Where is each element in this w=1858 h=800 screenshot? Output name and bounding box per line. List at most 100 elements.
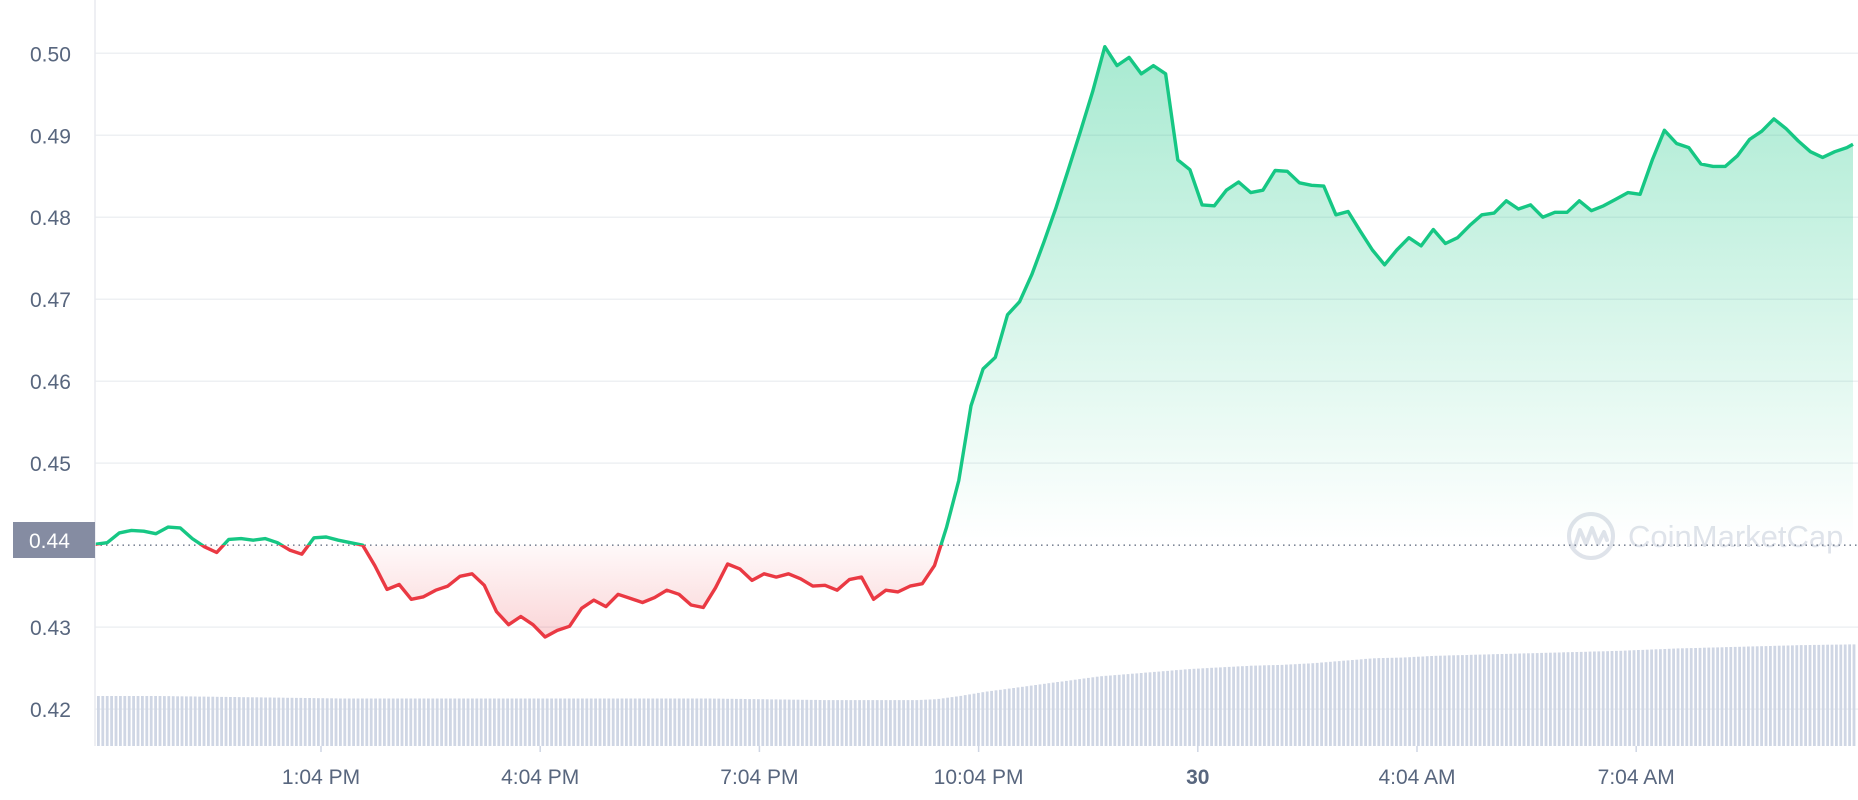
- volume-bar: [1817, 644, 1821, 746]
- volume-bar: [726, 698, 729, 746]
- volume-bar: [466, 698, 470, 746]
- volume-bar: [1659, 649, 1662, 746]
- volume-bar: [1786, 645, 1790, 746]
- volume-bar: [1223, 667, 1227, 746]
- volume-bar: [1689, 648, 1693, 746]
- volume-bar: [1364, 658, 1367, 746]
- volume-bar: [849, 700, 853, 746]
- volume-bar: [1368, 658, 1372, 746]
- volume-bar: [1285, 664, 1288, 746]
- volume-bar: [1342, 660, 1345, 746]
- volume-bar: [752, 699, 756, 746]
- volume-bar: [1694, 648, 1697, 746]
- volume-bar: [1791, 645, 1794, 746]
- volume-bar: [1007, 688, 1011, 746]
- volume-bar: [1069, 680, 1073, 746]
- volume-bar: [1144, 672, 1147, 746]
- volume-bar: [1232, 666, 1235, 746]
- volume-bar: [739, 698, 743, 746]
- volume-bar: [1456, 655, 1460, 746]
- volume-bar: [1082, 678, 1086, 746]
- volume-bar: [1197, 668, 1200, 746]
- volume-bar: [642, 698, 646, 746]
- volume-bar: [462, 698, 465, 746]
- volume-bar: [1395, 657, 1398, 746]
- volume-bar: [1056, 682, 1059, 746]
- volume-bar: [506, 698, 509, 746]
- volume-bar: [1619, 650, 1623, 746]
- volume-bar: [1491, 654, 1495, 746]
- volume-bar: [1117, 674, 1121, 746]
- volume-bar: [611, 698, 615, 746]
- volume-bar: [154, 696, 157, 746]
- volume-bar: [193, 696, 197, 746]
- volume-bar: [369, 698, 373, 746]
- volume-bar: [1188, 669, 1191, 746]
- volume-bar: [532, 698, 536, 746]
- volume-bar: [1417, 656, 1420, 746]
- volume-bar: [994, 690, 998, 746]
- price-line-below-baseline: [95, 545, 943, 639]
- volume-bar: [435, 698, 439, 746]
- volume-bar: [1390, 657, 1394, 746]
- volume-bar: [589, 698, 593, 746]
- volume-bar: [1403, 657, 1407, 746]
- volume-bar: [691, 698, 694, 746]
- volume-bar: [581, 698, 584, 746]
- volume-bar: [453, 698, 457, 746]
- volume-bar: [418, 698, 421, 746]
- volume-bar: [1386, 657, 1389, 746]
- volume-bar: [299, 697, 303, 746]
- volume-bar: [1703, 647, 1706, 746]
- volume-bar: [1175, 670, 1178, 746]
- volume-bar: [1095, 676, 1099, 746]
- volume-bar: [1065, 680, 1068, 746]
- volume-bar: [1263, 665, 1266, 746]
- volume-bar: [132, 696, 135, 746]
- volume-bar: [805, 699, 809, 746]
- volume-bar: [1421, 656, 1425, 746]
- volume-bar: [343, 698, 347, 746]
- volume-bar: [1241, 666, 1244, 746]
- volume-bar: [1496, 654, 1499, 746]
- volume-bar: [990, 690, 993, 746]
- volume-bar: [431, 698, 435, 746]
- volume-bar: [972, 693, 976, 746]
- volume-bar: [1540, 652, 1543, 746]
- volume-bar: [1087, 677, 1090, 746]
- volume-bar: [1839, 644, 1843, 746]
- volume-bar: [1131, 673, 1134, 746]
- volume-bar: [105, 696, 109, 746]
- volume-bar: [1302, 663, 1306, 746]
- volume-bar: [765, 699, 769, 746]
- volume-bar: [1755, 646, 1759, 746]
- volume-bar: [1355, 659, 1359, 746]
- volume-bar: [809, 699, 813, 746]
- volume-bar: [479, 698, 483, 746]
- volume-bar: [801, 699, 804, 746]
- volume-bar: [827, 700, 831, 746]
- volume-bar: [783, 699, 787, 746]
- volume-bar: [1249, 665, 1253, 746]
- volume-bar: [1575, 652, 1579, 746]
- volume-bar: [330, 698, 333, 746]
- volume-bar: [1795, 645, 1799, 746]
- volume-bar: [1210, 667, 1213, 746]
- volume-bar: [1584, 651, 1587, 746]
- volume-bar: [1359, 659, 1363, 746]
- volume-bar: [708, 698, 712, 746]
- volume-bar: [484, 698, 487, 746]
- volume-bar: [202, 696, 206, 746]
- volume-bar: [598, 698, 602, 746]
- x-axis-ticks: 1:04 PM 4:04 PM 7:04 PM 10:04 PM 30 4:04 AM 7:…: [282, 746, 1675, 789]
- volume-bar: [1012, 688, 1015, 746]
- volume-bar: [528, 698, 531, 746]
- volume-bar: [1571, 652, 1574, 746]
- volume-bar: [1447, 655, 1451, 746]
- volume-bar: [664, 698, 668, 746]
- volume-bar: [1782, 645, 1785, 746]
- volume-bar: [523, 698, 527, 746]
- volume-bar: [1667, 648, 1671, 746]
- volume-bar: [950, 697, 954, 746]
- volume-bar: [1623, 650, 1627, 746]
